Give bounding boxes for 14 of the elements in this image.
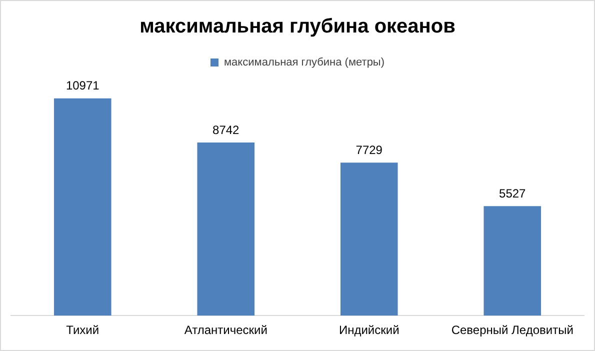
x-tick-label: Северный Ледовитый	[451, 323, 574, 338]
bar	[54, 98, 112, 316]
legend-label: максимальная глубина (метры)	[224, 56, 385, 69]
data-label: 5527	[499, 186, 526, 200]
x-tick-label: Атлантический	[184, 323, 268, 338]
chart-title: максимальная глубина океанов	[140, 16, 456, 38]
x-tick-label: Индийский	[338, 323, 400, 338]
x-tick-label: Тихий	[66, 323, 100, 338]
bar	[197, 142, 255, 316]
bar	[340, 162, 398, 316]
data-label: 7729	[356, 142, 383, 157]
data-label: 10971	[66, 78, 100, 93]
data-label: 8742	[212, 122, 240, 137]
bar	[484, 206, 542, 316]
